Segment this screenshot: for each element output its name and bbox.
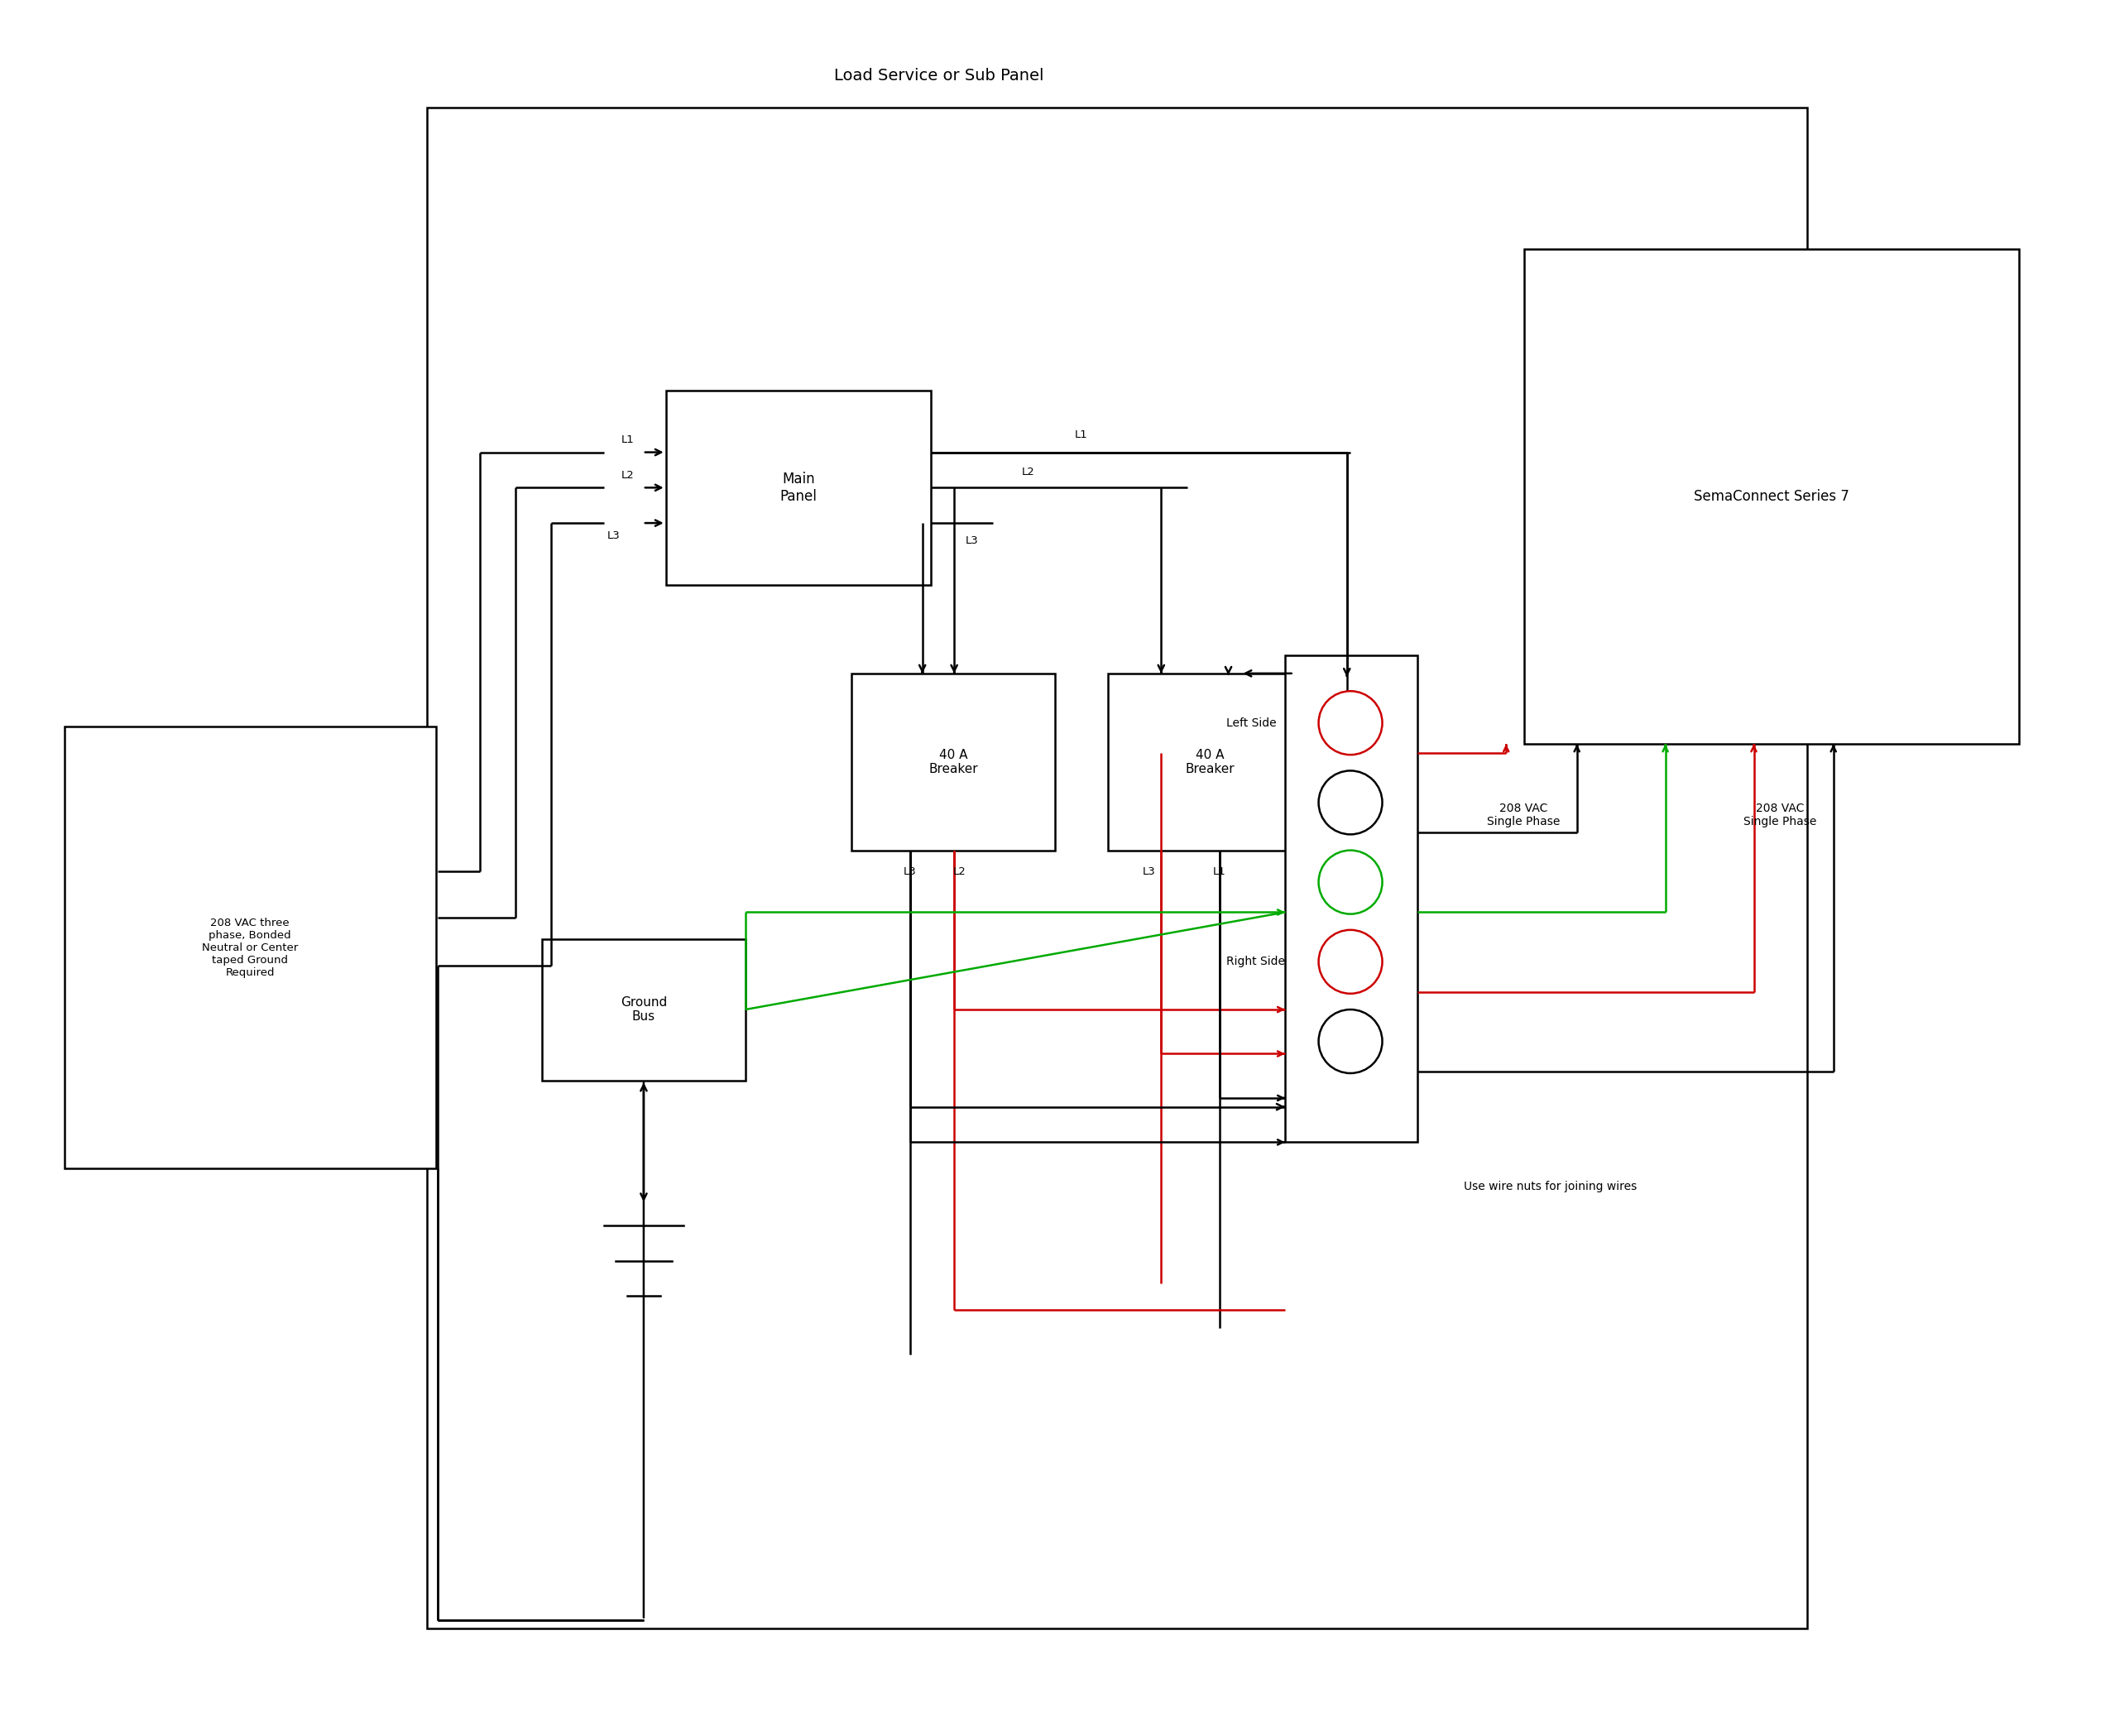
- Bar: [1108, 674, 1312, 851]
- Bar: [1523, 248, 2019, 745]
- Circle shape: [1319, 691, 1382, 755]
- Text: Ground
Bus: Ground Bus: [620, 996, 667, 1023]
- Text: L2: L2: [1021, 467, 1036, 477]
- Bar: [667, 391, 931, 585]
- Text: 208 VAC three
phase, Bonded
Neutral or Center
taped Ground
Required: 208 VAC three phase, Bonded Neutral or C…: [203, 917, 298, 977]
- Circle shape: [1319, 851, 1382, 913]
- Text: Use wire nuts for joining wires: Use wire nuts for joining wires: [1464, 1180, 1637, 1193]
- Text: L1: L1: [622, 434, 635, 444]
- Bar: [1285, 656, 1418, 1142]
- Text: L3: L3: [1142, 866, 1156, 877]
- Bar: [426, 108, 1806, 1628]
- Text: SemaConnect Series 7: SemaConnect Series 7: [1694, 490, 1848, 503]
- Text: L3: L3: [608, 529, 620, 542]
- Text: L1: L1: [1213, 866, 1226, 877]
- Text: 40 A
Breaker: 40 A Breaker: [928, 748, 977, 776]
- Text: L2: L2: [622, 470, 635, 481]
- Text: 40 A
Breaker: 40 A Breaker: [1186, 748, 1234, 776]
- Text: Left Side: Left Side: [1226, 717, 1277, 729]
- Circle shape: [1319, 771, 1382, 835]
- Circle shape: [1319, 930, 1382, 993]
- Text: 208 VAC
Single Phase: 208 VAC Single Phase: [1743, 802, 1817, 828]
- Text: Load Service or Sub Panel: Load Service or Sub Panel: [833, 68, 1044, 83]
- Text: 208 VAC
Single Phase: 208 VAC Single Phase: [1488, 802, 1561, 828]
- Text: L3: L3: [966, 535, 979, 547]
- Bar: [542, 939, 745, 1080]
- Text: Main
Panel: Main Panel: [781, 472, 817, 503]
- Circle shape: [1319, 1010, 1382, 1073]
- Text: L1: L1: [1074, 429, 1089, 439]
- Bar: [63, 726, 437, 1168]
- Text: L2: L2: [954, 866, 966, 877]
- Text: Right Side: Right Side: [1226, 957, 1285, 967]
- Bar: [852, 674, 1055, 851]
- Text: L3: L3: [903, 866, 916, 877]
